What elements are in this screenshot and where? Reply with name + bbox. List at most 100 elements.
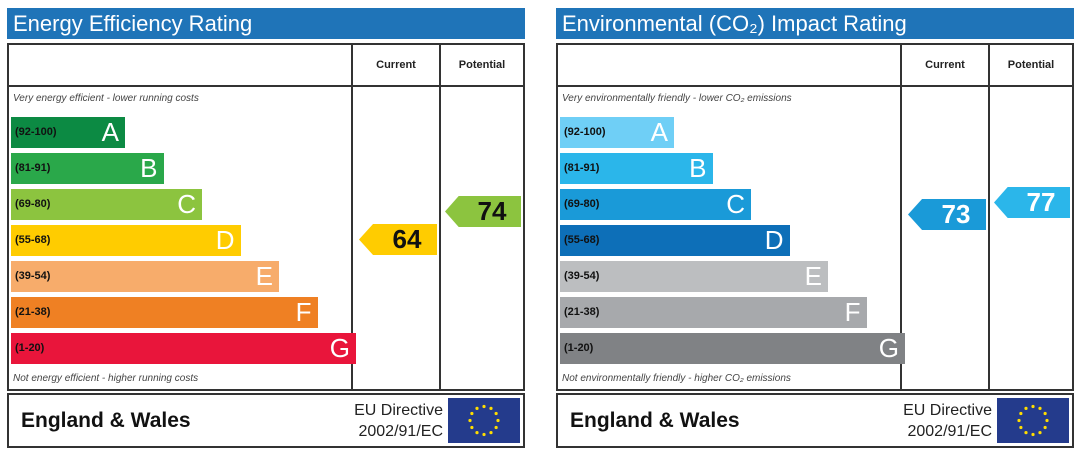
note-bottom: Not environmentally friendly - higher CO…	[562, 373, 791, 384]
band-range-label: (39-54)	[564, 270, 600, 282]
energy-efficiency-chart: Energy Efficiency Rating Current Potenti…	[7, 8, 525, 448]
chart-title: Energy Efficiency Rating	[7, 8, 525, 39]
flag-star	[1017, 418, 1021, 423]
flag-star	[1043, 411, 1047, 416]
flag-star	[470, 411, 474, 416]
band-letter: F	[295, 297, 312, 327]
flag-star	[496, 418, 500, 423]
flag-star	[494, 411, 498, 416]
flag-star	[1024, 406, 1028, 410]
flag-star	[1024, 431, 1028, 435]
rating-band-f: (21-38) F	[11, 297, 318, 328]
rating-band-g: (1-20) G	[560, 333, 905, 364]
band-range-label: (21-38)	[564, 306, 600, 318]
flag-star	[489, 431, 493, 435]
band-letter: D	[764, 225, 784, 255]
note-top: Very environmentally friendly - lower CO…	[562, 93, 792, 104]
flag-star	[468, 418, 472, 423]
rating-table: Current Potential Very energy efficient …	[7, 43, 525, 391]
flag-star	[470, 425, 474, 430]
flag-star	[482, 404, 486, 409]
band-range-label: (81-91)	[564, 162, 600, 174]
band-letter: G	[878, 333, 899, 363]
header-divider	[558, 85, 1072, 87]
flag-star	[475, 431, 479, 435]
directive-line-1: EU Directive	[903, 402, 992, 419]
band-letter: B	[689, 153, 707, 183]
rating-band-d: (55-68) D	[560, 225, 790, 256]
column-header-potential: Potential	[1007, 59, 1055, 71]
region-label: England & Wales	[21, 409, 191, 432]
flag-star	[1045, 418, 1049, 423]
chart-footer: England & Wales EU Directive 2002/91/EC	[556, 393, 1074, 448]
eu-flag-icon	[448, 398, 520, 443]
column-header-potential: Potential	[458, 59, 506, 71]
rating-band-a: (92-100) A	[11, 117, 125, 148]
potential-rating-value: 74	[477, 195, 507, 226]
rating-band-d: (55-68) D	[11, 225, 241, 256]
column-divider-current	[900, 45, 902, 389]
current-rating-value: 64	[392, 223, 422, 254]
band-letter: G	[329, 333, 350, 363]
rating-band-f: (21-38) F	[560, 297, 867, 328]
current-rating-value: 73	[941, 198, 971, 229]
rating-band-a: (92-100) A	[560, 117, 674, 148]
eu-flag-icon	[997, 398, 1069, 443]
flag-star	[1038, 431, 1042, 435]
current-rating-arrow: 73	[908, 198, 986, 230]
flag-star	[1031, 404, 1035, 409]
band-range-label: (1-20)	[564, 342, 594, 354]
environmental-impact-chart: Environmental (CO₂) Impact Rating Curren…	[556, 8, 1074, 448]
band-letter: C	[177, 189, 196, 219]
rating-band-b: (81-91) B	[11, 153, 164, 184]
rating-band-e: (39-54) E	[11, 261, 279, 292]
band-range-label: (21-38)	[15, 306, 51, 318]
band-range-label: (92-100)	[564, 126, 606, 138]
flag-star	[482, 432, 486, 437]
band-letter: E	[255, 261, 273, 291]
band-letter: D	[215, 225, 235, 255]
eu-directive-label: EU Directive 2002/91/EC	[903, 400, 992, 442]
directive-line-2: 2002/91/EC	[358, 423, 443, 440]
flag-star	[1043, 425, 1047, 430]
flag-star	[494, 425, 498, 430]
band-letter: E	[804, 261, 822, 291]
flag-star	[1019, 425, 1023, 430]
chart-footer: England & Wales EU Directive 2002/91/EC	[7, 393, 525, 448]
band-range-label: (55-68)	[15, 234, 51, 246]
note-top: Very energy efficient - lower running co…	[13, 93, 199, 104]
band-range-label: (69-80)	[564, 198, 600, 210]
band-letter: F	[844, 297, 861, 327]
flag-star	[1019, 411, 1023, 416]
rating-band-e: (39-54) E	[560, 261, 828, 292]
rating-band-c: (69-80) C	[560, 189, 751, 220]
flag-star	[475, 406, 479, 410]
band-letter: B	[140, 153, 158, 183]
note-bottom: Not energy efficient - higher running co…	[13, 373, 199, 384]
rating-band-b: (81-91) B	[560, 153, 713, 184]
band-letter: A	[650, 117, 668, 147]
band-range-label: (69-80)	[15, 198, 51, 210]
potential-rating-value: 77	[1026, 186, 1056, 217]
chart-title: Environmental (CO₂) Impact Rating	[556, 8, 1074, 39]
flag-star	[1038, 406, 1042, 410]
band-range-label: (55-68)	[564, 234, 600, 246]
region-label: England & Wales	[570, 409, 740, 432]
band-range-label: (92-100)	[15, 126, 57, 138]
rating-band-g: (1-20) G	[11, 333, 356, 364]
current-rating-arrow: 64	[359, 223, 437, 255]
eu-directive-label: EU Directive 2002/91/EC	[354, 400, 443, 442]
potential-rating-arrow: 77	[994, 186, 1070, 218]
column-divider-potential	[439, 45, 441, 389]
potential-rating-arrow: 74	[445, 195, 521, 227]
band-range-label: (1-20)	[15, 342, 45, 354]
rating-table: Current Potential Very environmentally f…	[556, 43, 1074, 391]
rating-band-c: (69-80) C	[11, 189, 202, 220]
band-letter: C	[726, 189, 745, 219]
directive-line-1: EU Directive	[354, 402, 443, 419]
column-header-current: Current	[925, 59, 965, 71]
band-letter: A	[101, 117, 119, 147]
band-range-label: (39-54)	[15, 270, 51, 282]
column-divider-potential	[988, 45, 990, 389]
column-header-current: Current	[376, 59, 416, 71]
